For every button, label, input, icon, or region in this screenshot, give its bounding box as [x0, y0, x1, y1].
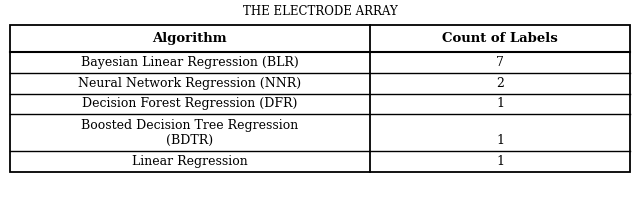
Text: Decision Forest Regression (DFR): Decision Forest Regression (DFR) — [82, 98, 298, 110]
Text: Linear Regression: Linear Regression — [132, 155, 248, 168]
Text: THE ELECTRODE ARRAY: THE ELECTRODE ARRAY — [243, 5, 397, 18]
Text: 1: 1 — [496, 155, 504, 168]
Text: 1: 1 — [496, 135, 504, 147]
Text: 2: 2 — [496, 77, 504, 90]
Text: Algorithm: Algorithm — [152, 32, 227, 45]
Bar — [10, 25, 630, 172]
Text: Count of Labels: Count of Labels — [442, 32, 558, 45]
Text: Boosted Decision Tree Regression
(BDTR): Boosted Decision Tree Regression (BDTR) — [81, 119, 298, 147]
Text: Neural Network Regression (NNR): Neural Network Regression (NNR) — [78, 77, 301, 90]
Text: 1: 1 — [496, 98, 504, 110]
Text: 7: 7 — [496, 56, 504, 69]
Text: Bayesian Linear Regression (BLR): Bayesian Linear Regression (BLR) — [81, 56, 298, 69]
